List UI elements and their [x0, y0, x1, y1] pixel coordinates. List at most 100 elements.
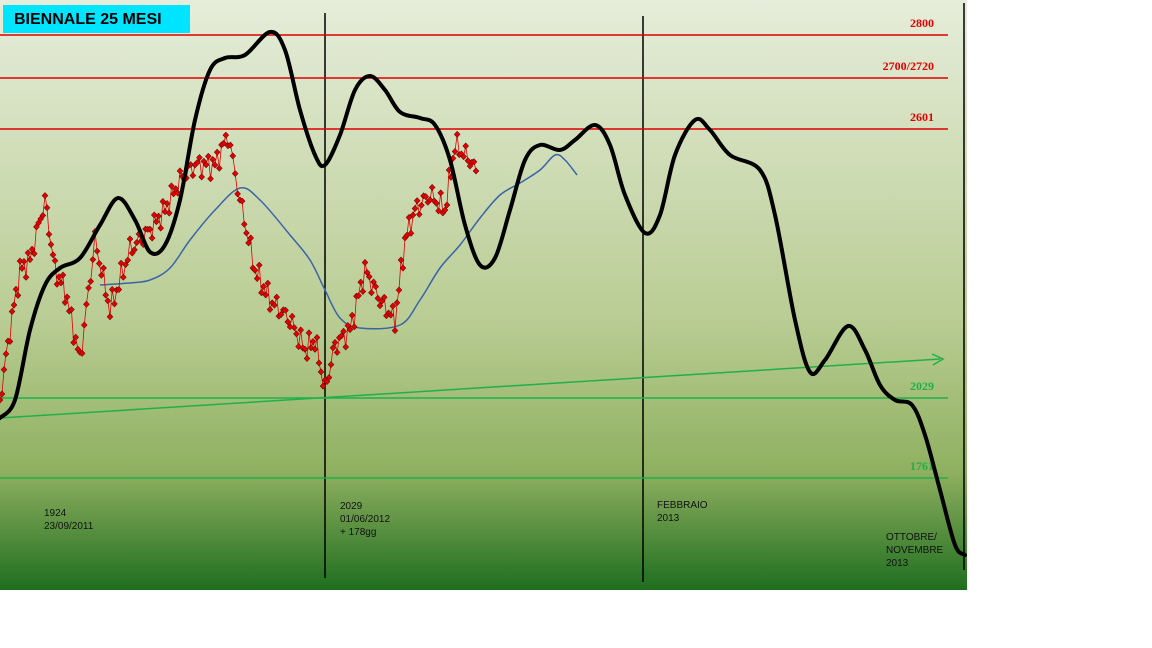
red-marker — [453, 130, 461, 138]
red-marker — [428, 183, 436, 191]
red-marker — [311, 345, 319, 353]
red-marker — [303, 354, 311, 363]
trend-arrow — [0, 358, 941, 419]
red-marker — [422, 193, 430, 201]
annotation: OTTOBRE/ — [886, 532, 937, 543]
red-marker — [433, 199, 440, 207]
red-marker — [12, 285, 20, 293]
red-marker — [57, 279, 65, 287]
red-marker — [28, 245, 36, 253]
red-marker — [273, 293, 281, 301]
red-marker — [209, 155, 217, 164]
red-marker — [148, 234, 156, 242]
red-marker — [100, 264, 107, 272]
level-label: 2800 — [910, 16, 934, 30]
red-marker — [346, 326, 354, 334]
red-marker — [315, 359, 323, 367]
red-marker — [238, 197, 246, 205]
black-curve — [0, 29, 967, 557]
levels: 2800 2700/2720 2601 2029 1761 — [0, 16, 948, 479]
red-marker — [49, 251, 57, 259]
red-marker — [227, 141, 234, 149]
annotation: 2013 — [657, 513, 680, 524]
red-marker — [220, 139, 228, 147]
red-marker — [146, 225, 154, 233]
red-marker — [165, 209, 173, 217]
red-marker — [262, 291, 270, 299]
red-marker — [415, 210, 423, 218]
red-marker — [271, 301, 278, 309]
red-marker — [251, 266, 259, 274]
red-marker — [284, 318, 292, 326]
red-marker — [161, 208, 169, 216]
red-marker — [240, 220, 248, 228]
red-marker — [470, 158, 478, 166]
red-marker — [387, 311, 395, 319]
red-marker — [253, 274, 261, 283]
red-marker — [370, 278, 377, 286]
annotation: NOVEMBRE — [886, 545, 944, 556]
red-marker — [2, 350, 10, 358]
red-marker — [20, 257, 28, 266]
red-marker — [266, 305, 274, 314]
red-marker — [155, 212, 162, 220]
red-marker — [260, 282, 267, 291]
red-marker — [30, 250, 38, 258]
red-marker — [409, 211, 417, 219]
red-marker — [258, 289, 265, 297]
red-marker — [104, 297, 112, 305]
red-marker — [98, 271, 105, 279]
red-marker — [111, 300, 118, 308]
red-marker — [70, 338, 77, 347]
red-marker — [176, 167, 184, 175]
red-marker — [331, 338, 339, 347]
red-marker — [215, 164, 223, 172]
level-label: 2601 — [910, 110, 934, 124]
red-marker — [213, 148, 221, 156]
red-marker — [14, 291, 22, 300]
red-marker — [51, 257, 59, 265]
red-marker — [443, 201, 451, 209]
red-marker — [317, 368, 325, 376]
red-marker — [395, 286, 403, 294]
red-marker — [157, 224, 165, 232]
red-marker — [297, 326, 305, 334]
red-marker — [368, 289, 375, 297]
red-marker — [413, 197, 421, 205]
red-marker — [193, 159, 201, 167]
annotations: 1924 23/09/2011 2029 01/06/2012 + 178gg FEBBR… — [44, 500, 944, 569]
red-marker — [355, 292, 362, 300]
red-marker — [229, 152, 237, 160]
red-marker — [264, 279, 272, 287]
annotation: 23/09/2011 — [44, 521, 94, 532]
level-label: 2029 — [910, 379, 934, 393]
red-marker — [305, 329, 313, 337]
red-marker — [122, 261, 129, 269]
red-marker — [10, 301, 18, 309]
annotation: 01/06/2012 — [340, 514, 390, 525]
title-box — [3, 5, 190, 33]
red-marker — [325, 373, 333, 382]
red-marker — [313, 333, 321, 342]
annotation: 1924 — [44, 508, 67, 519]
red-marker — [16, 257, 24, 265]
red-marker — [426, 196, 434, 204]
red-marker — [68, 305, 75, 314]
red-marker — [150, 211, 158, 219]
red-marker — [460, 153, 467, 161]
red-marker — [63, 293, 71, 301]
red-marker — [380, 293, 388, 301]
level-label: 2700/2720 — [883, 59, 934, 73]
red-marker — [309, 337, 317, 346]
red-marker — [376, 302, 384, 310]
red-marker — [0, 396, 4, 404]
red-marker — [87, 277, 95, 285]
red-marker — [131, 246, 138, 254]
red-marker — [18, 264, 26, 272]
red-marker — [340, 327, 347, 335]
red-marker — [8, 307, 16, 316]
red-marker — [357, 278, 365, 286]
red-marker — [202, 161, 210, 169]
